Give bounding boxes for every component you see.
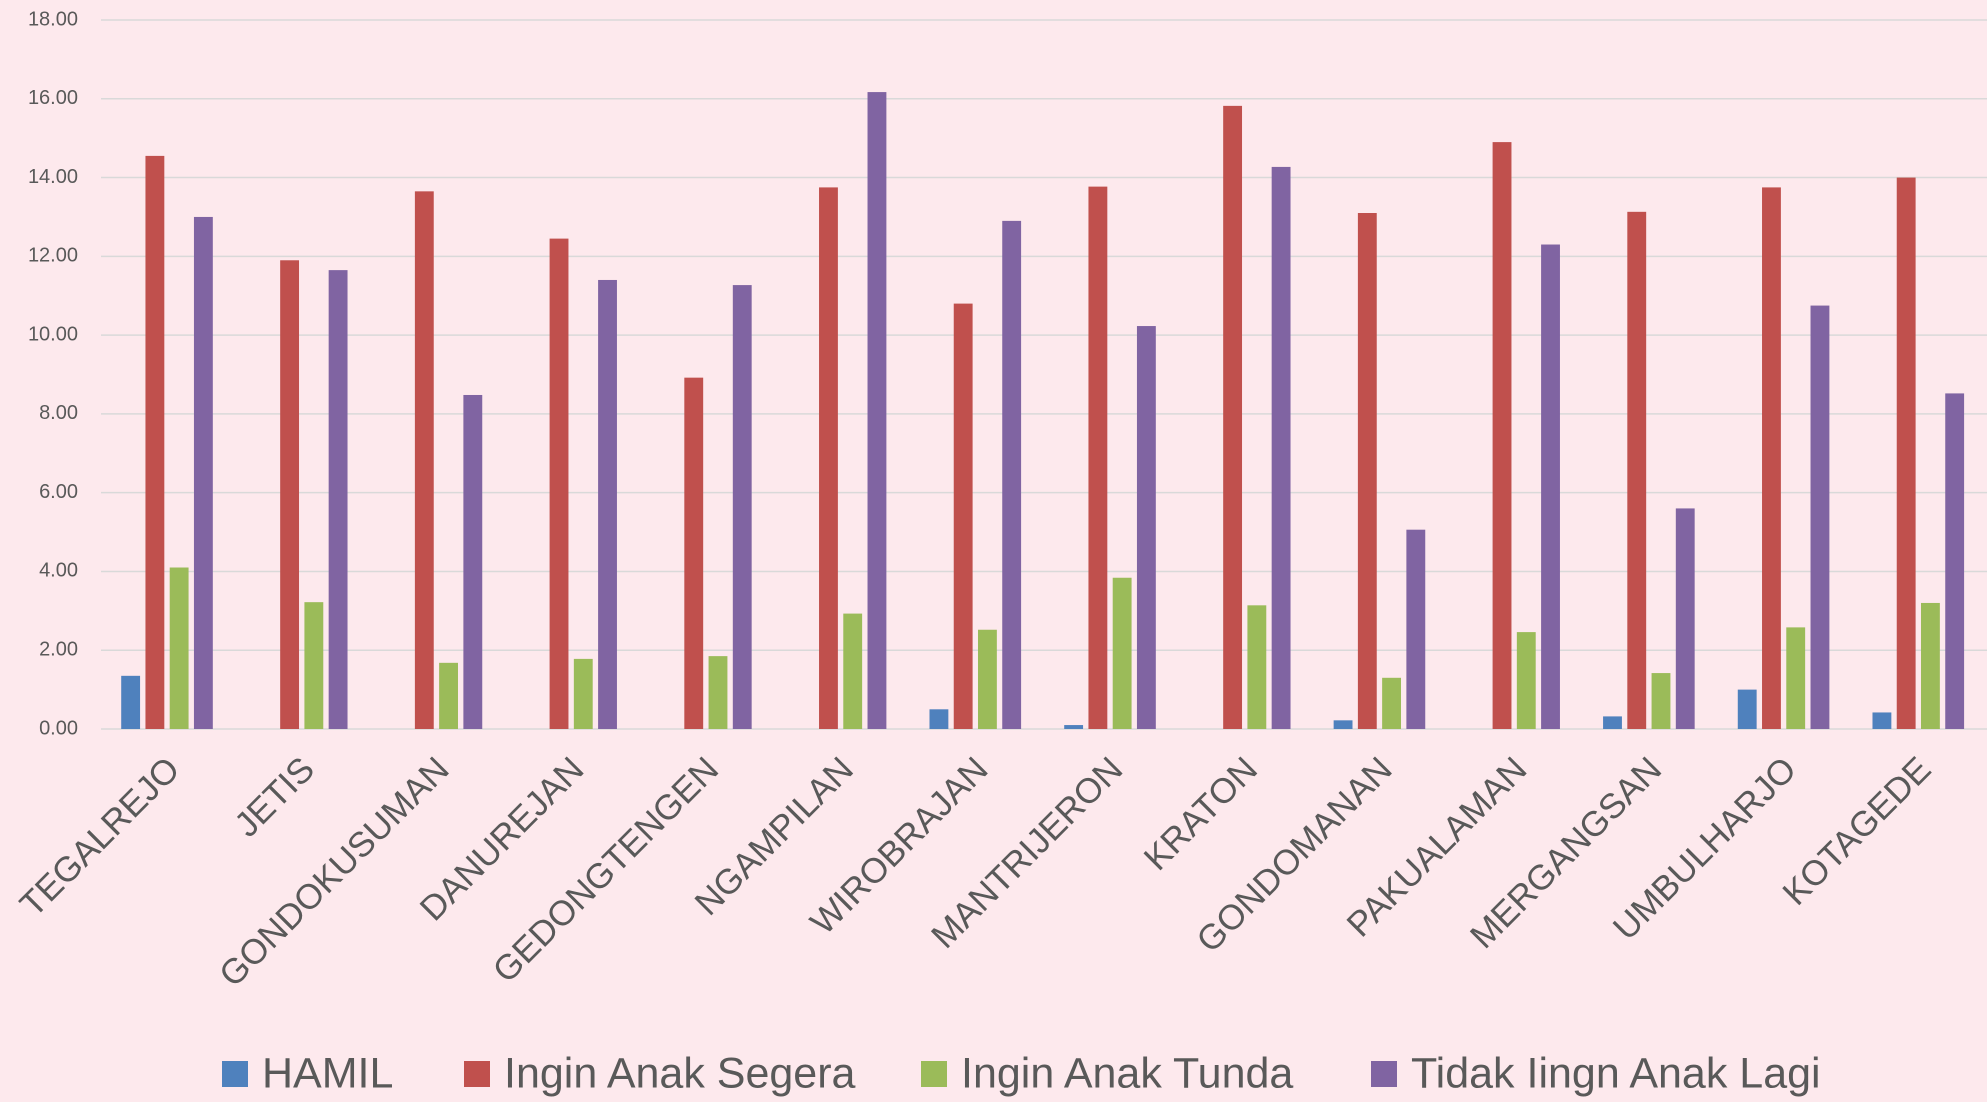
bar (684, 377, 704, 729)
bar (193, 216, 213, 729)
bar (1002, 220, 1022, 729)
legend-swatch (222, 1061, 248, 1087)
bar (1112, 577, 1132, 729)
bar (867, 92, 887, 729)
bar (1762, 187, 1781, 729)
y-tick-label: 0.00 (39, 717, 78, 739)
y-tick-label: 10.00 (28, 323, 78, 345)
bar (929, 709, 949, 729)
bar (145, 155, 165, 729)
bar (463, 394, 483, 729)
y-tick-label: 16.00 (28, 87, 78, 109)
bar (169, 567, 189, 729)
bar (1872, 712, 1892, 729)
bar (414, 191, 434, 729)
bar (280, 260, 300, 729)
y-tick-label: 2.00 (39, 639, 78, 661)
legend-swatch (464, 1061, 490, 1087)
bar (1271, 166, 1291, 730)
bar (1896, 177, 1916, 730)
bar (953, 303, 973, 729)
y-tick-label: 14.00 (28, 166, 78, 188)
bar (843, 613, 863, 729)
legend-swatch (1371, 1061, 1397, 1087)
bar (977, 629, 997, 729)
bar (1333, 720, 1353, 729)
bar (1541, 244, 1560, 729)
bar (439, 662, 458, 729)
bar (1810, 305, 1830, 729)
bar (708, 656, 728, 729)
bar (573, 658, 593, 729)
bar (1651, 673, 1671, 729)
bar (1064, 725, 1084, 729)
bar (1675, 508, 1695, 729)
bar (1406, 529, 1426, 729)
legend-label: Ingin Anak Segera (504, 1049, 856, 1097)
legend-swatch (921, 1061, 947, 1087)
legend-label: HAMIL (262, 1049, 393, 1097)
bar (1945, 393, 1965, 729)
y-tick-label: 18.00 (28, 8, 78, 30)
bar (1603, 716, 1622, 729)
bar (1627, 211, 1647, 730)
bar (121, 675, 141, 729)
bar (1357, 213, 1377, 729)
legend-label: Ingin Anak Tunda (961, 1049, 1293, 1097)
bar (1382, 677, 1401, 729)
bar (328, 270, 348, 729)
bar (1492, 142, 1512, 729)
bar (819, 187, 838, 729)
bar (1247, 605, 1267, 729)
bar (304, 602, 324, 729)
bar (1136, 326, 1156, 729)
bar (1786, 627, 1806, 729)
bar (732, 285, 752, 729)
bar (1223, 105, 1243, 729)
bar (1088, 186, 1108, 730)
bar (598, 279, 617, 729)
bar (1920, 602, 1940, 729)
bar (549, 238, 569, 729)
bar (1737, 689, 1757, 729)
y-tick-label: 4.00 (39, 560, 78, 582)
y-tick-label: 12.00 (28, 245, 78, 267)
y-tick-label: 6.00 (39, 481, 78, 503)
bar (1516, 632, 1536, 729)
y-tick-label: 8.00 (39, 402, 78, 424)
legend-label: Tidak Iingn Anak Lagi (1411, 1049, 1821, 1097)
